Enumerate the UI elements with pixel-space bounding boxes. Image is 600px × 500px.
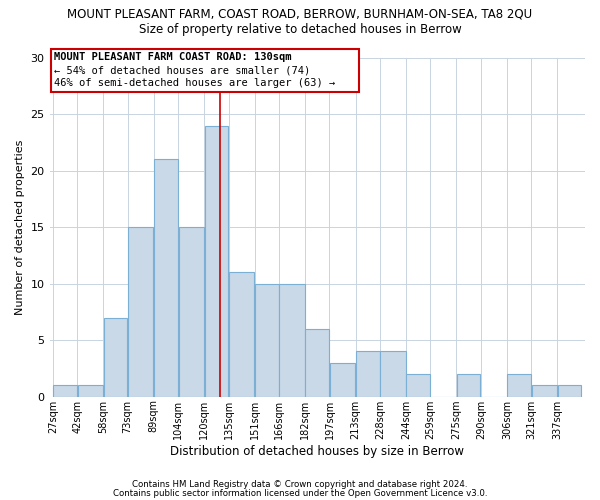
Bar [330, 363, 355, 396]
Text: Contains public sector information licensed under the Open Government Licence v3: Contains public sector information licen… [113, 490, 487, 498]
Bar [229, 272, 254, 396]
Bar [380, 352, 406, 397]
Bar [128, 227, 153, 396]
Bar [104, 318, 127, 396]
Text: ← 54% of detached houses are smaller (74): ← 54% of detached houses are smaller (74… [55, 65, 311, 75]
Bar [558, 386, 581, 396]
Bar [406, 374, 430, 396]
Text: Size of property relative to detached houses in Berrow: Size of property relative to detached ho… [139, 22, 461, 36]
Bar [255, 284, 278, 397]
Bar [356, 352, 380, 397]
Bar [205, 126, 228, 396]
X-axis label: Distribution of detached houses by size in Berrow: Distribution of detached houses by size … [170, 444, 464, 458]
Bar [532, 386, 557, 396]
Bar [457, 374, 481, 396]
Bar [77, 386, 103, 396]
Bar [507, 374, 531, 396]
Text: Contains HM Land Registry data © Crown copyright and database right 2024.: Contains HM Land Registry data © Crown c… [132, 480, 468, 489]
Text: MOUNT PLEASANT FARM, COAST ROAD, BERROW, BURNHAM-ON-SEA, TA8 2QU: MOUNT PLEASANT FARM, COAST ROAD, BERROW,… [67, 8, 533, 20]
Bar [154, 160, 178, 396]
FancyBboxPatch shape [51, 48, 359, 92]
Bar [179, 227, 204, 396]
Text: MOUNT PLEASANT FARM COAST ROAD: 130sqm: MOUNT PLEASANT FARM COAST ROAD: 130sqm [55, 52, 292, 62]
Text: 46% of semi-detached houses are larger (63) →: 46% of semi-detached houses are larger (… [55, 78, 335, 88]
Bar [305, 329, 329, 396]
Bar [53, 386, 77, 396]
Bar [280, 284, 305, 397]
Y-axis label: Number of detached properties: Number of detached properties [15, 140, 25, 315]
